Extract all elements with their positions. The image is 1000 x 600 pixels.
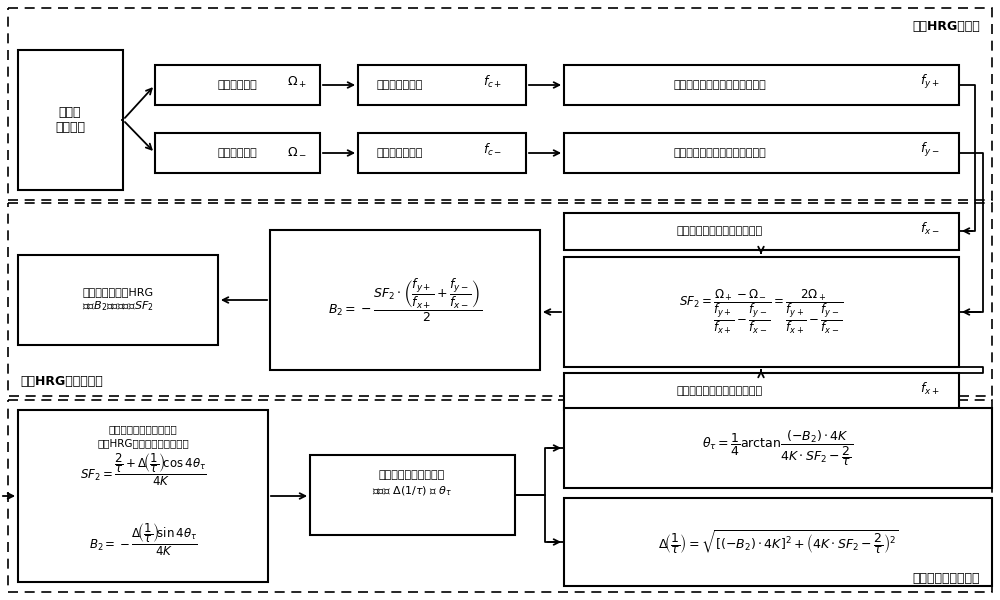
Text: 力反馈控制回路施加静电反馈力: 力反馈控制回路施加静电反馈力	[674, 148, 766, 158]
Text: $f_{x+}$: $f_{x+}$	[920, 381, 940, 397]
Bar	[8, 400, 992, 592]
Text: 自激励负输入: 自激励负输入	[217, 148, 257, 158]
Text: 谐振子参数反解辨识: 谐振子参数反解辨识	[912, 572, 980, 585]
Text: $\Omega_+$: $\Omega_+$	[287, 74, 307, 89]
Text: $\theta_\tau = \dfrac{1}{4}\mathrm{arctan}\dfrac{(-B_2) \cdot 4K}{4K \cdot SF_2 : $\theta_\tau = \dfrac{1}{4}\mathrm{arcta…	[702, 428, 854, 468]
Bar	[18, 255, 218, 345]
Text: $f_{c-}$: $f_{c-}$	[483, 142, 503, 158]
Bar	[18, 410, 268, 582]
Text: 差系数 $\Delta(1/\tau)$ 与 $\theta_\tau$: 差系数 $\Delta(1/\tau)$ 与 $\theta_\tau$	[372, 484, 452, 498]
Bar	[564, 65, 959, 105]
Text: $f_{y+}$: $f_{y+}$	[920, 73, 940, 91]
Text: 自激励
控制模块: 自激励 控制模块	[55, 106, 85, 134]
Bar	[564, 133, 959, 173]
Text: $SF_2 = \dfrac{\dfrac{2}{\tau} + \Delta\!\left(\dfrac{1}{\tau}\right)\!\cos4\the: $SF_2 = \dfrac{\dfrac{2}{\tau} + \Delta\…	[80, 452, 206, 488]
Bar	[18, 50, 123, 190]
Bar	[358, 65, 526, 105]
Bar	[564, 408, 992, 488]
Bar	[564, 213, 959, 250]
Bar	[270, 230, 540, 370]
Bar	[8, 203, 992, 396]
Bar	[8, 8, 992, 200]
Bar	[155, 65, 320, 105]
Bar	[155, 133, 320, 173]
Text: 速率HRG零偏和标度因数关系: 速率HRG零偏和标度因数关系	[97, 438, 189, 448]
Text: $f_{c+}$: $f_{c+}$	[483, 74, 503, 90]
Text: 施加虚拟哥氏力: 施加虚拟哥氏力	[377, 80, 423, 90]
Text: $f_{x-}$: $f_{x-}$	[920, 221, 940, 237]
Text: 确定非等阻尼误差系数与: 确定非等阻尼误差系数与	[109, 424, 177, 434]
Text: 力反馈控制回路施加静电反馈力: 力反馈控制回路施加静电反馈力	[674, 80, 766, 90]
Text: $\Omega_-$: $\Omega_-$	[287, 143, 307, 157]
Text: 施加虚拟哥氏力: 施加虚拟哥氏力	[377, 148, 423, 158]
Bar	[358, 133, 526, 173]
Text: 自激励正输入: 自激励正输入	[217, 80, 257, 90]
Text: $f_{y-}$: $f_{y-}$	[920, 141, 940, 159]
Text: 反解谐振子非等阻尼误: 反解谐振子非等阻尼误	[379, 470, 445, 480]
Bar	[310, 455, 515, 535]
Text: 幅度控制回路施加静电驱动力: 幅度控制回路施加静电驱动力	[677, 386, 763, 396]
Text: $\Delta\!\left(\dfrac{1}{\tau}\right) = \sqrt{[(-B_2)\cdot 4K]^2 + \left(4K\cdot: $\Delta\!\left(\dfrac{1}{\tau}\right) = …	[658, 528, 898, 556]
Text: 速率HRG误差自标定: 速率HRG误差自标定	[20, 375, 103, 388]
Bar	[564, 257, 959, 367]
Text: 幅度控制回路施加静电驱动力: 幅度控制回路施加静电驱动力	[677, 226, 763, 236]
Bar	[564, 498, 992, 586]
Bar	[564, 373, 959, 410]
Text: 速率HRG自激励: 速率HRG自激励	[912, 20, 980, 33]
Text: 自标定获得速率HRG
零偏$B_2$和标度因数$SF_2$: 自标定获得速率HRG 零偏$B_2$和标度因数$SF_2$	[82, 287, 154, 313]
Text: $B_2 = -\dfrac{\Delta\!\left(\dfrac{1}{\tau}\right)\!\sin4\theta_\tau}{4K}$: $B_2 = -\dfrac{\Delta\!\left(\dfrac{1}{\…	[89, 522, 197, 558]
Text: $SF_2 = \dfrac{\Omega_+ - \Omega_-}{\dfrac{f_{y+}}{f_{x+}} - \dfrac{f_{y-}}{f_{x: $SF_2 = \dfrac{\Omega_+ - \Omega_-}{\dfr…	[679, 287, 843, 337]
Text: $B_2 = -\dfrac{SF_2 \cdot \left(\dfrac{f_{y+}}{f_{x+}} + \dfrac{f_{y-}}{f_{x-}}\: $B_2 = -\dfrac{SF_2 \cdot \left(\dfrac{f…	[328, 277, 482, 323]
